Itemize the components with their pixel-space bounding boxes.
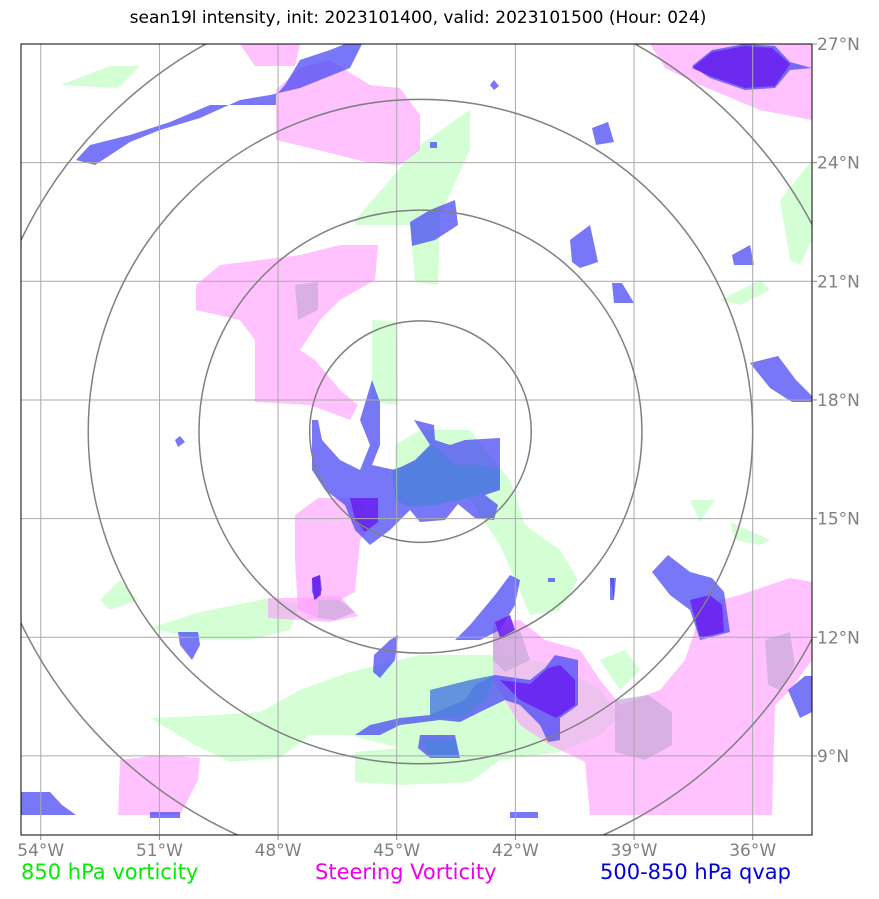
lat-tick-label: 24°N bbox=[817, 154, 860, 174]
vort850-region bbox=[690, 500, 715, 522]
vort850-region bbox=[372, 320, 398, 405]
map-title: sean19l intensity, init: 2023101400, val… bbox=[129, 8, 707, 28]
qvap-region bbox=[392, 445, 500, 507]
steering-region bbox=[196, 245, 378, 420]
steering-region bbox=[615, 695, 672, 760]
lat-tick-label: 12°N bbox=[817, 628, 860, 648]
lon-tick-label: 39°W bbox=[611, 841, 658, 861]
qvap-region bbox=[510, 812, 538, 818]
steering-region bbox=[493, 628, 530, 672]
qvap-region bbox=[500, 665, 575, 718]
qvap-region bbox=[612, 283, 634, 303]
qvap-region bbox=[373, 635, 398, 678]
qvap-region bbox=[495, 615, 515, 638]
qvap-region bbox=[692, 46, 790, 88]
vort850-region bbox=[600, 650, 640, 690]
range-rings bbox=[21, 44, 812, 835]
qvap-region bbox=[350, 498, 378, 532]
qvap-region bbox=[178, 632, 200, 660]
map-frame bbox=[20, 43, 813, 836]
vort850-region bbox=[780, 160, 812, 265]
qvap-region bbox=[610, 578, 616, 600]
legend-vort850-label: 850 hPa vorticity bbox=[21, 860, 199, 884]
qvap-region bbox=[150, 812, 180, 818]
lat-tick-label: 21°N bbox=[817, 272, 860, 292]
qvap-region bbox=[570, 225, 598, 268]
vort850-region bbox=[150, 598, 300, 640]
legend-steering-label: Steering Vorticity bbox=[315, 860, 497, 884]
legend-steering: Steering Vorticity bbox=[315, 860, 497, 884]
lon-tick-label: 54°W bbox=[17, 841, 64, 861]
qvap-region bbox=[788, 676, 812, 718]
lon-tick-label: 48°W bbox=[255, 841, 302, 861]
qvap-region bbox=[430, 142, 437, 148]
qvap-region bbox=[690, 595, 724, 638]
range-ring bbox=[198, 209, 643, 654]
steering-region bbox=[276, 60, 420, 165]
lat-tick-label: 27°N bbox=[817, 35, 860, 55]
lat-tick-label: 9°N bbox=[817, 747, 849, 767]
steering-region bbox=[240, 44, 300, 66]
qvap-layer bbox=[21, 44, 812, 818]
gridlines bbox=[21, 44, 812, 835]
vort850-region bbox=[355, 110, 470, 285]
qvap-region bbox=[548, 578, 555, 582]
lat-tick-label: 15°N bbox=[817, 510, 860, 530]
axis-ticks: 54°W 51°W 48°W 45°W 42°W 39°W 36°W 9°N 12°N 15°N 1… bbox=[17, 35, 860, 861]
range-ring bbox=[308, 320, 532, 544]
legend-vort850: 850 hPa vorticity bbox=[21, 860, 198, 884]
qvap-region bbox=[312, 575, 321, 600]
qvap-region bbox=[732, 245, 754, 265]
lon-tick-label: 45°W bbox=[373, 841, 420, 861]
vort850-region bbox=[100, 580, 138, 610]
qvap-region bbox=[430, 675, 495, 718]
legend-qvap: 500-850 hPa qvap bbox=[600, 860, 791, 884]
legend-qvap-label: 500-850 hPa qvap bbox=[600, 860, 791, 884]
vort850-region bbox=[730, 522, 770, 545]
vort850-region bbox=[720, 280, 770, 305]
qvap-region bbox=[422, 740, 458, 757]
steering-region bbox=[765, 632, 795, 690]
qvap-region bbox=[592, 122, 614, 145]
qvap-region bbox=[750, 356, 812, 402]
qvap-region bbox=[490, 80, 499, 90]
vort850-region bbox=[60, 66, 140, 88]
qvap-region bbox=[175, 436, 185, 447]
qvap-region bbox=[76, 44, 362, 165]
lon-tick-label: 51°W bbox=[136, 841, 183, 861]
lon-tick-label: 36°W bbox=[729, 841, 776, 861]
steering-region bbox=[318, 600, 355, 620]
lon-tick-label: 42°W bbox=[492, 841, 539, 861]
steering-region bbox=[295, 282, 318, 320]
range-ring bbox=[87, 98, 754, 765]
lat-tick-label: 18°N bbox=[817, 391, 860, 411]
qvap-region bbox=[21, 792, 76, 815]
